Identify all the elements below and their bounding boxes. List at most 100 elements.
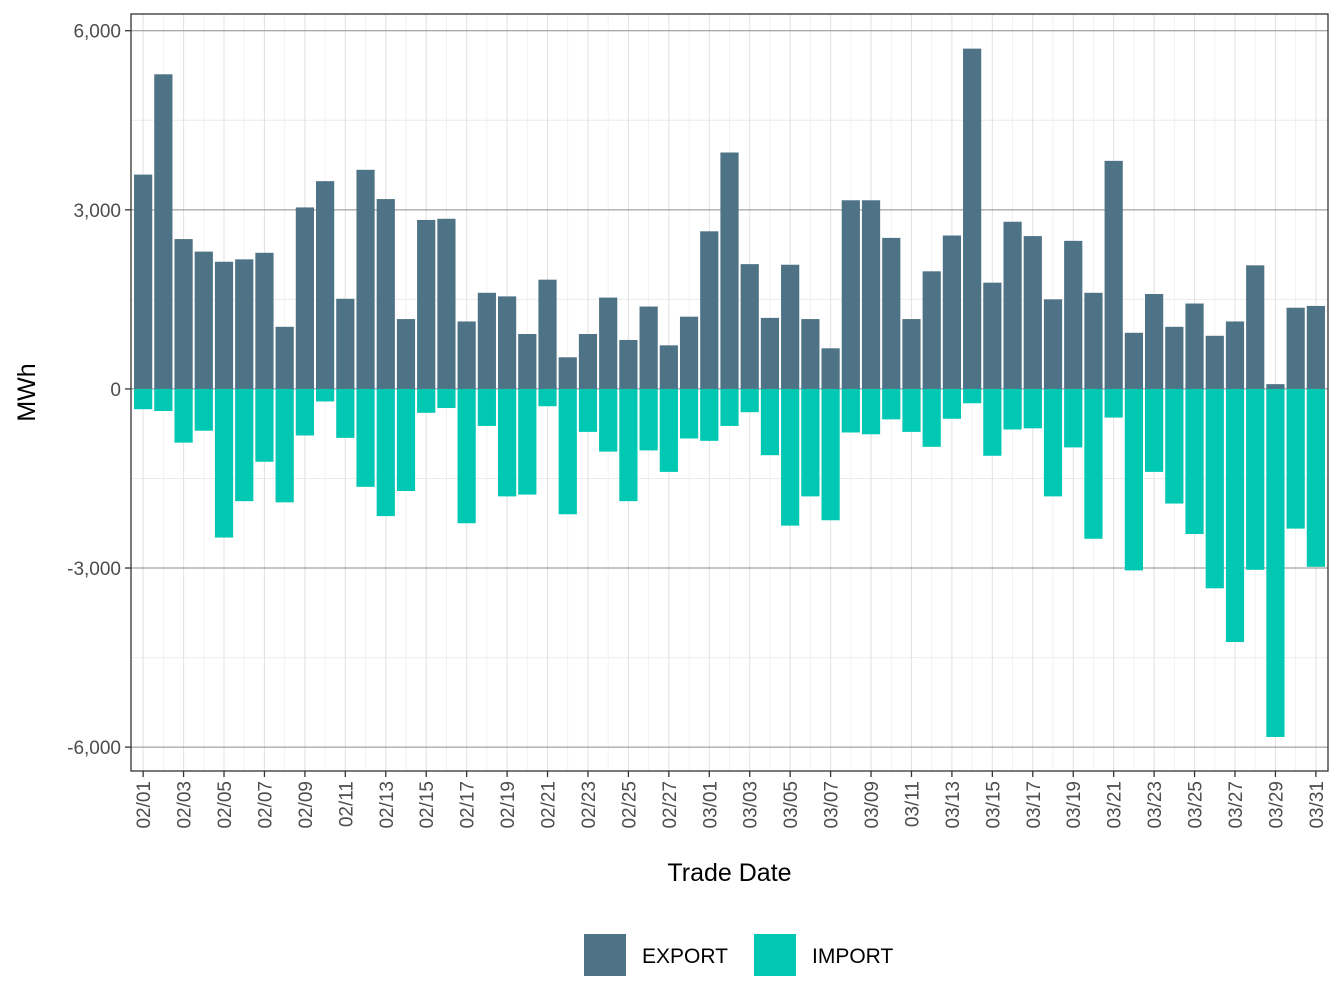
bar-export-03-08 [841,200,860,389]
bar-import-03-05 [781,388,800,526]
bar-export-02-01 [134,174,153,389]
y-tick-label: -3,000 [67,559,121,580]
bar-import-03-10 [882,388,901,420]
bar-export-03-31 [1306,305,1325,389]
x-axis-title: Trade Date [667,859,791,887]
bar-export-02-19 [497,296,517,389]
x-tick-label: 02/23 [579,781,600,829]
bar-import-03-23 [1145,388,1164,472]
legend-label-export: EXPORT [642,945,728,968]
bar-import-03-03 [740,388,759,413]
bar-export-03-17 [1023,236,1042,389]
bar-import-02-25 [619,388,638,502]
bar-export-02-24 [599,297,618,389]
bar-import-02-21 [538,388,557,407]
bar-export-03-29 [1266,384,1285,389]
bar-import-03-07 [821,388,840,521]
y-tick-label: -6,000 [67,738,121,759]
x-tick-label: 02/13 [377,781,398,829]
x-tick-label: 03/01 [700,781,721,829]
bar-import-02-20 [518,388,537,495]
bar-import-02-05 [214,388,234,538]
bar-import-03-26 [1205,388,1224,589]
bar-export-02-12 [356,169,375,389]
bar-export-03-07 [821,348,840,389]
bar-export-03-03 [740,264,759,389]
bar-import-02-16 [437,388,456,409]
bar-export-02-04 [194,251,213,389]
bar-import-02-26 [639,388,658,451]
bar-import-03-16 [1003,388,1022,430]
x-tick-label: 02/17 [458,781,479,829]
bar-export-02-13 [376,199,395,389]
bar-export-03-21 [1104,160,1123,389]
bar-export-03-12 [922,271,941,389]
bar-export-02-20 [518,333,537,389]
x-tick-label: 02/01 [134,781,155,829]
bar-export-03-11 [902,319,921,389]
bar-export-03-25 [1185,303,1204,389]
bar-import-03-09 [861,388,881,435]
x-tick-label: 03/09 [862,781,883,829]
bar-import-03-11 [902,388,921,432]
bar-import-03-14 [963,388,982,404]
bar-export-03-26 [1205,335,1224,389]
bar-import-03-04 [760,388,780,456]
bar-export-03-19 [1064,240,1083,389]
bar-export-03-02 [720,152,739,389]
bar-export-02-02 [154,74,173,389]
x-tick-label: 03/03 [741,781,762,829]
x-tick-label: 02/09 [296,781,317,829]
x-tick-label: 03/13 [943,781,964,829]
x-tick-label: 03/27 [1226,781,1247,829]
x-tick-label: 02/07 [255,781,276,829]
bar-export-02-07 [255,252,274,389]
x-tick-label: 02/05 [215,781,236,829]
bar-import-02-11 [336,388,355,438]
bar-export-02-11 [336,298,355,389]
x-axis: 02/01 02/03 02/05 02/07 02/09 02/11 02/13 02/15… [134,771,1328,829]
bar-export-02-27 [659,345,678,389]
x-tick-label: 02/15 [417,781,438,829]
bar-export-02-18 [477,292,496,389]
bar-import-02-03 [174,388,193,443]
x-tick-label: 03/29 [1266,781,1287,829]
bar-import-03-28 [1246,388,1265,570]
bar-export-03-22 [1124,332,1143,389]
bar-import-03-27 [1225,388,1245,643]
bar-import-02-08 [275,388,294,503]
bar-import-03-25 [1185,388,1204,534]
bar-import-02-09 [295,388,314,436]
bar-export-03-09 [861,200,881,389]
bar-export-03-14 [963,48,982,389]
bar-export-03-24 [1165,326,1184,389]
x-tick-label: 03/19 [1064,781,1085,829]
bar-export-03-30 [1286,307,1305,389]
x-tick-label: 02/19 [498,781,519,829]
legend-swatch-import [754,934,796,976]
bar-export-02-21 [538,279,557,389]
bar-import-03-22 [1124,388,1143,571]
bar-import-02-23 [578,388,598,432]
bar-export-03-20 [1084,292,1103,389]
bar-import-03-18 [1043,388,1063,497]
bar-import-03-24 [1165,388,1184,504]
bar-export-02-15 [417,219,436,389]
x-tick-label: 02/21 [539,781,560,829]
bar-export-02-06 [235,259,254,389]
legend-label-import: IMPORT [812,945,893,968]
export-bars [134,48,1325,389]
x-tick-label: 03/23 [1145,781,1166,829]
bar-import-02-19 [497,388,517,497]
bar-export-02-23 [578,333,598,389]
panel-border [130,13,1329,772]
bar-export-02-14 [396,319,416,389]
x-tick-label: 02/25 [619,781,640,829]
bar-export-02-03 [174,239,193,389]
y-axis-title: MWh [13,363,41,421]
bar-import-03-02 [720,388,739,426]
bar-import-03-01 [700,388,719,441]
bar-export-03-10 [882,237,901,389]
bar-import-03-20 [1084,388,1103,539]
bar-export-02-28 [679,316,699,389]
